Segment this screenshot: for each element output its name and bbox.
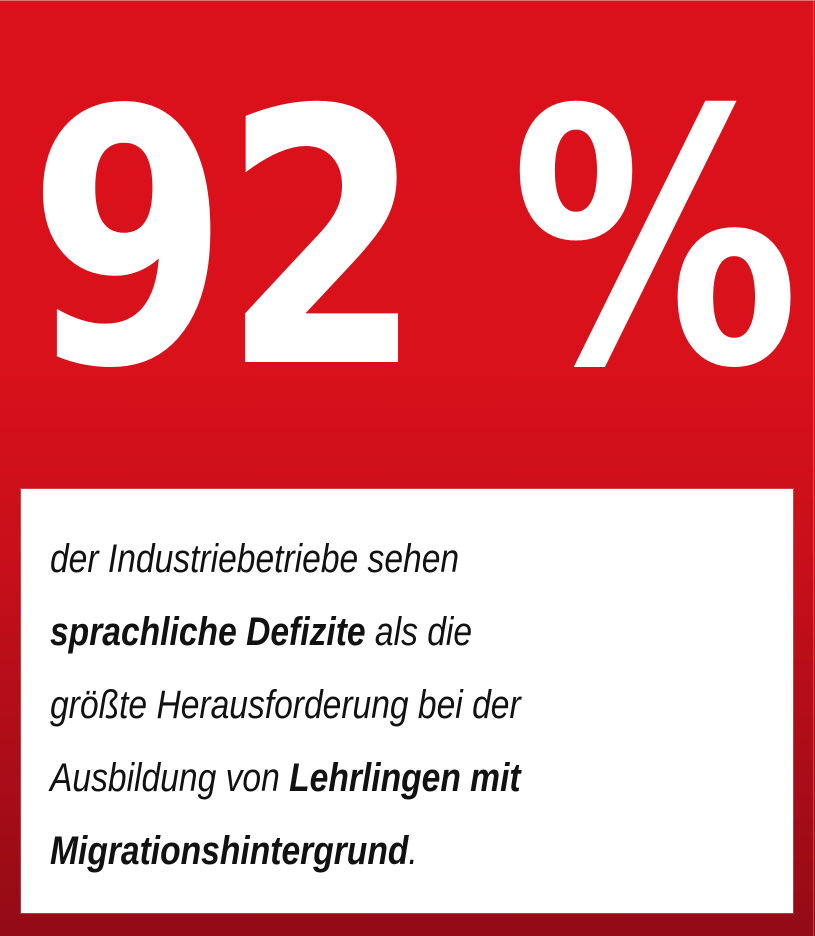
statistic-value: 92 % (28, 36, 800, 446)
description-line-1: der Industriebetriebe sehen (50, 523, 806, 596)
description-line-3: größte Herausforderung bei der (50, 669, 806, 742)
text-segment: . (408, 829, 418, 873)
description-line-4: Ausbildung von Lehrlingen mit (50, 742, 806, 815)
emphasis-segment: Lehrlingen mit (289, 756, 521, 800)
description-text: der Industriebetriebe sehen sprachliche … (50, 523, 806, 888)
description-line-5: Migrationshintergrund. (50, 815, 806, 888)
text-segment: Ausbildung von (50, 756, 290, 800)
text-segment: größte Herausforderung bei der (50, 683, 521, 727)
emphasis-segment: Migrationshintergrund (50, 829, 409, 873)
description-line-2: sprachliche Defizite als die (50, 596, 806, 669)
description-box: der Industriebetriebe sehen sprachliche … (21, 489, 793, 913)
text-segment: als die (365, 610, 473, 654)
text-segment: der Industriebetriebe sehen (50, 537, 460, 581)
emphasis-segment: sprachliche Defizite (50, 610, 366, 654)
